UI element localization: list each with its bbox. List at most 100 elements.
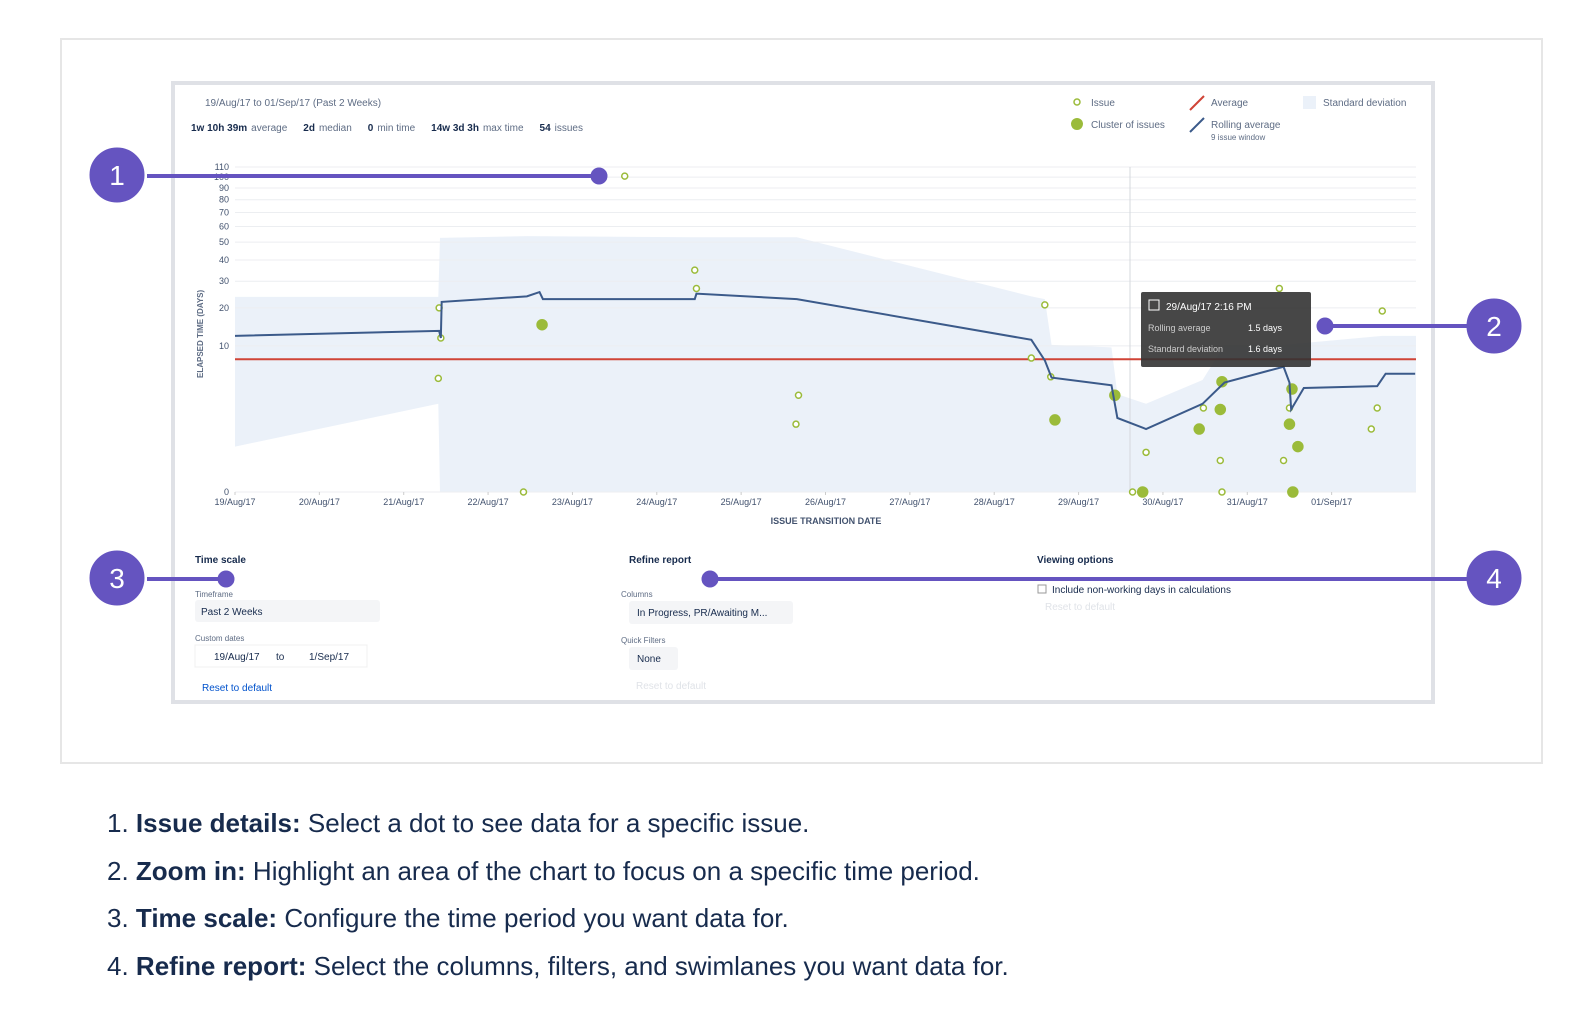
stat-value: 2d <box>303 123 315 134</box>
callout-badge <box>89 550 145 606</box>
issue-point <box>1216 456 1225 465</box>
list-term: Zoom in: <box>136 856 246 886</box>
cluster-point <box>1193 423 1205 435</box>
x-tick-label: 29/Aug/17 <box>1058 497 1099 507</box>
tooltip-label: Rolling average <box>1148 323 1211 333</box>
issue-point <box>519 488 528 496</box>
y-tick-label: 20 <box>219 303 229 313</box>
x-tick-label: 01/Sep/17 <box>1311 497 1352 507</box>
x-tick-label: 25/Aug/17 <box>721 497 762 507</box>
section-title: Refine report <box>629 555 692 566</box>
select-value: Past 2 Weeks <box>201 607 263 618</box>
date-to: 1/Sep/17 <box>309 652 349 663</box>
legend-cluster <box>1071 118 1083 130</box>
list-item: 4. Refine report: Select the columns, fi… <box>107 951 1009 981</box>
list-number: 2. <box>107 856 129 886</box>
reset-link[interactable]: Reset to default <box>1045 602 1115 613</box>
stat-label: min time <box>377 123 415 134</box>
issue-point <box>1218 488 1226 496</box>
list-item: 1. Issue details: Select a dot to see da… <box>107 808 809 838</box>
x-tick-label: 24/Aug/17 <box>636 497 677 507</box>
list-item: 2. Zoom in: Highlight an area of the cha… <box>107 856 980 886</box>
section-title: Time scale <box>195 555 246 566</box>
std-dev-band <box>235 236 1416 492</box>
legend-band <box>1303 96 1316 109</box>
reset-link[interactable]: Reset to default <box>636 681 706 692</box>
cluster-point <box>1136 486 1149 498</box>
callout-dot <box>1316 317 1334 335</box>
list-text: Select a dot to see data for a specific … <box>308 808 810 838</box>
field-label: Quick Filters <box>621 636 665 645</box>
calendar-icon <box>1148 299 1160 311</box>
issue-point <box>1128 488 1137 496</box>
tooltip-value: 1.5 days <box>1248 323 1283 333</box>
stats: 1w 10h 39m average 2d median 0 min time 14w 3d… <box>191 123 583 134</box>
list-text: Configure the time period you want data … <box>284 903 788 933</box>
legend-label: Rolling average <box>1211 120 1281 131</box>
callouts <box>89 147 1522 606</box>
stat-value: 14w 3d 3h <box>431 123 479 134</box>
stat-label: max time <box>483 123 524 134</box>
tooltip-label: Standard deviation <box>1148 344 1223 354</box>
timeframe-select[interactable] <box>195 600 380 622</box>
stat-value: 1w 10h 39m <box>191 123 247 134</box>
checkbox[interactable] <box>1037 584 1047 594</box>
tooltip-value: 1.6 days <box>1248 344 1283 354</box>
x-tick-label: 22/Aug/17 <box>468 497 509 507</box>
y-tick-label: 70 <box>219 207 229 217</box>
filters-select[interactable] <box>629 647 678 670</box>
callout-dot <box>217 570 235 588</box>
legend-note: 9 issue window <box>1211 133 1265 142</box>
issue-point <box>794 391 803 400</box>
legend-label: Issue <box>1091 98 1115 109</box>
cluster-point <box>1292 440 1304 453</box>
list-text: Highlight an area of the chart to focus … <box>253 856 980 886</box>
y-tick-label: 50 <box>219 237 229 247</box>
list-text: Select the columns, filters, and swimlan… <box>314 951 1009 981</box>
cluster-point <box>536 318 548 331</box>
callout-badge <box>89 147 145 203</box>
x-tick-label: 28/Aug/17 <box>974 497 1015 507</box>
date-fields[interactable] <box>194 644 368 668</box>
stat-value: 54 <box>540 123 552 134</box>
issue-point <box>1367 425 1376 433</box>
date-range: 19/Aug/17 to 01/Sep/17 (Past 2 Weeks) <box>205 98 381 109</box>
field-label: Timeframe <box>195 590 233 599</box>
issue-point <box>1378 307 1387 315</box>
x-tick-label: 20/Aug/17 <box>299 497 340 507</box>
cluster-point <box>1049 414 1061 426</box>
legend-average <box>1189 95 1205 111</box>
checkbox-label: Include non-working days in calculations <box>1052 585 1231 596</box>
columns-select[interactable] <box>629 601 793 624</box>
tooltip <box>1141 292 1311 367</box>
callout-number: 1 <box>109 160 125 191</box>
callout-dot <box>701 570 719 588</box>
y-tick-label: 90 <box>219 183 229 193</box>
reset-link[interactable]: Reset to default <box>202 683 272 694</box>
callout-dot <box>590 167 608 185</box>
issue-point <box>1027 354 1036 362</box>
list-number: 3. <box>107 903 129 933</box>
tooltip-date: 29/Aug/17 2:16 PM <box>1166 302 1252 313</box>
list-term: Refine report: <box>136 951 306 981</box>
issue-point <box>620 172 629 180</box>
y-tick-label: 30 <box>219 276 229 286</box>
issue-point <box>1142 448 1150 457</box>
y-tick-label: 60 <box>219 221 229 231</box>
cluster-point <box>1287 486 1299 498</box>
callout-number: 2 <box>1486 311 1502 342</box>
issue-point <box>692 284 701 293</box>
stat-label: average <box>251 123 288 134</box>
list-term: Time scale: <box>136 903 277 933</box>
legend-issue <box>1073 98 1081 106</box>
list-term: Issue details: <box>136 808 301 838</box>
date-to-word: to <box>276 652 285 663</box>
y-tick-label: 110 <box>215 162 229 172</box>
x-tick-label: 19/Aug/17 <box>214 497 255 507</box>
issue-point <box>1199 404 1208 412</box>
legend-label: Cluster of issues <box>1091 120 1165 131</box>
select-value: None <box>637 654 661 665</box>
callout-number: 3 <box>109 563 125 594</box>
legend-label: Standard deviation <box>1323 98 1406 109</box>
